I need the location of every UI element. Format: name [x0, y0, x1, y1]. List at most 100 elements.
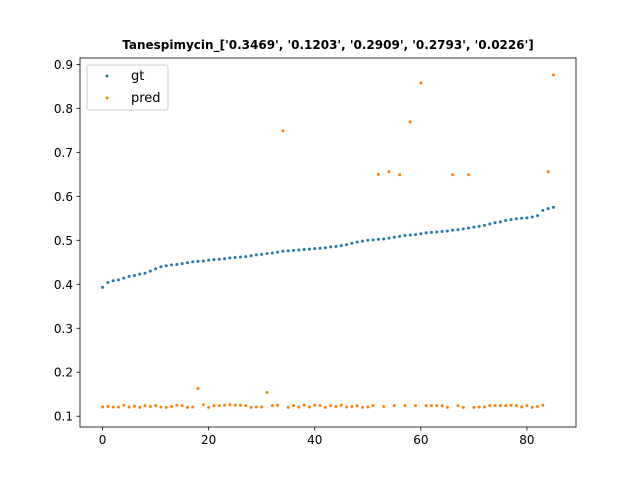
- gt-point: [350, 241, 354, 245]
- pred-point: [164, 405, 168, 409]
- gt-point: [249, 254, 253, 258]
- pred-point: [408, 120, 412, 124]
- gt-point: [286, 249, 290, 253]
- pred-point: [419, 81, 423, 85]
- pred-point: [403, 404, 407, 408]
- pred-point: [498, 404, 502, 408]
- gt-point: [111, 279, 115, 283]
- gt-point: [525, 216, 529, 220]
- gt-point: [116, 278, 120, 282]
- gt-point: [355, 240, 359, 244]
- pred-point: [376, 172, 380, 176]
- gt-point: [207, 258, 211, 262]
- gt-point: [482, 223, 486, 227]
- gt-point: [323, 246, 327, 250]
- gt-point: [313, 247, 317, 251]
- gt-point: [238, 255, 242, 259]
- pred-point: [154, 404, 158, 408]
- pred-point: [127, 405, 131, 409]
- pred-point: [307, 405, 311, 409]
- gt-point: [191, 260, 195, 264]
- gt-point: [403, 233, 407, 237]
- gt-point: [233, 255, 237, 259]
- gt-point: [217, 257, 221, 261]
- pred-point: [238, 403, 242, 407]
- pred-point: [101, 405, 105, 409]
- gt-point: [254, 253, 258, 257]
- gt-point: [329, 245, 333, 249]
- y-tick-label: 0.4: [54, 278, 73, 292]
- gt-point: [371, 238, 375, 242]
- gt-point: [180, 262, 184, 266]
- pred-point: [260, 405, 264, 409]
- gt-point: [514, 217, 518, 221]
- gt-point: [467, 226, 471, 230]
- gt-point: [143, 271, 147, 275]
- pred-point: [148, 405, 152, 409]
- gt-point: [493, 221, 497, 225]
- gt-point: [429, 230, 433, 234]
- gt-point: [387, 236, 391, 240]
- pred-point: [472, 405, 476, 409]
- pred-point: [249, 405, 253, 409]
- pred-point: [111, 405, 115, 409]
- gt-point: [185, 261, 189, 265]
- gt-point: [281, 249, 285, 253]
- gt-point: [223, 257, 227, 261]
- pred-point: [265, 390, 269, 394]
- pred-point: [345, 405, 349, 409]
- gt-point: [196, 259, 200, 263]
- y-tick-label: 0.8: [54, 102, 73, 116]
- gt-point: [472, 225, 476, 229]
- pred-point: [546, 170, 550, 174]
- pred-point: [514, 404, 518, 408]
- gt-point: [260, 252, 264, 256]
- gt-point: [276, 250, 280, 254]
- gt-point: [376, 237, 380, 241]
- gt-point: [101, 285, 105, 289]
- gt-point: [122, 276, 126, 280]
- gt-point: [445, 229, 449, 233]
- pred-point: [201, 403, 205, 407]
- pred-point: [477, 405, 481, 409]
- pred-point: [318, 404, 322, 408]
- y-tick-label: 0.7: [54, 146, 73, 160]
- gt-point: [360, 239, 364, 243]
- gt-point: [265, 251, 269, 255]
- pred-point: [254, 405, 258, 409]
- x-tick-label: 20: [201, 433, 216, 447]
- pred-point: [339, 403, 343, 407]
- x-tick-label: 40: [307, 433, 322, 447]
- legend-label-gt: gt: [131, 69, 144, 84]
- gt-point: [382, 237, 386, 241]
- legend: gt pred: [86, 64, 169, 111]
- gt-point: [228, 256, 232, 260]
- pred-point: [276, 403, 280, 407]
- plot-area: [79, 57, 577, 428]
- y-tick-label: 0.1: [54, 410, 73, 424]
- legend-marker-pred: [105, 96, 109, 100]
- chart-title: Tanespimycin_['0.3469', '0.1203', '0.290…: [122, 38, 534, 53]
- gt-point: [414, 233, 418, 237]
- pred-point: [228, 403, 232, 407]
- pred-point: [429, 404, 433, 408]
- gt-point: [339, 244, 343, 248]
- gt-point: [520, 216, 524, 220]
- pred-point: [106, 405, 110, 409]
- pred-point: [440, 404, 444, 408]
- gt-point: [201, 259, 205, 263]
- gt-point: [541, 208, 545, 212]
- pred-point: [398, 173, 402, 177]
- gt-point: [551, 205, 555, 209]
- pred-point: [233, 403, 237, 407]
- pred-point: [366, 405, 370, 409]
- pred-point: [392, 404, 396, 408]
- pred-point: [180, 404, 184, 408]
- gt-point: [212, 258, 216, 262]
- pred-point: [313, 403, 317, 407]
- gt-point: [164, 264, 168, 268]
- gt-point: [345, 243, 349, 247]
- pred-point: [223, 403, 227, 407]
- pred-point: [170, 405, 174, 409]
- pred-point: [207, 405, 211, 409]
